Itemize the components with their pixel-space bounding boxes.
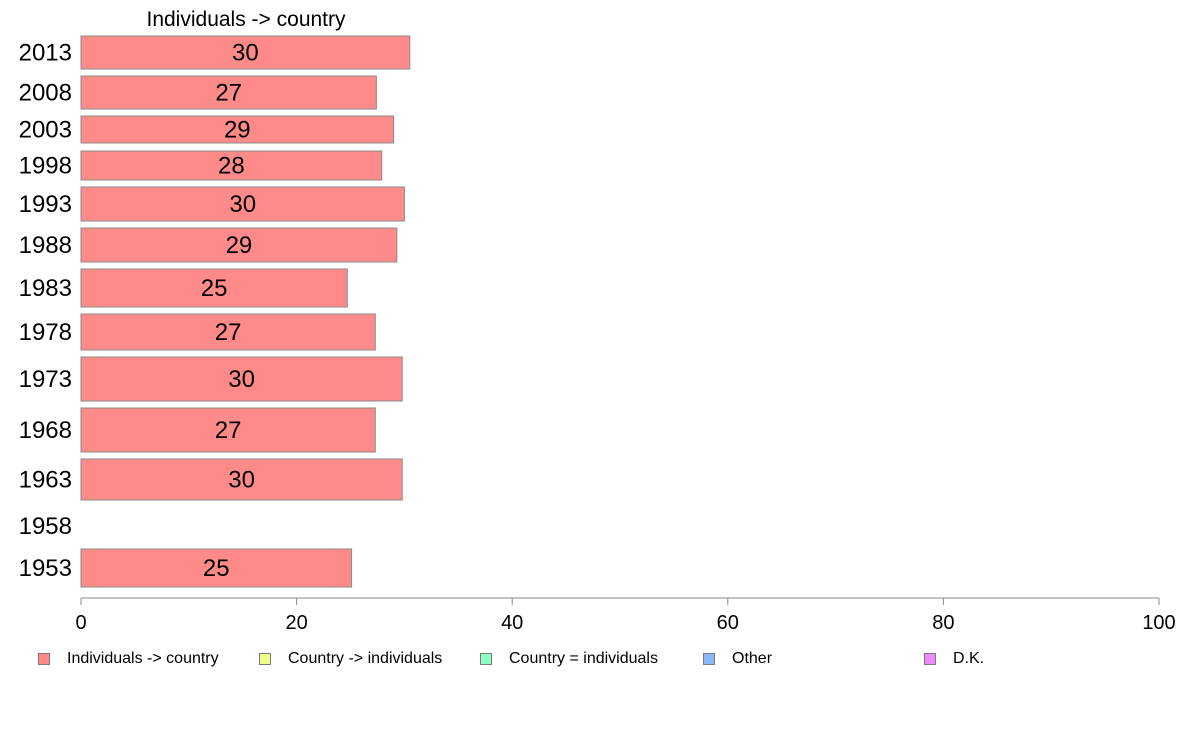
y-tick-label: 1973 — [19, 366, 72, 393]
y-tick-label: 1953 — [19, 555, 72, 582]
chart-title: Individuals -> country — [146, 8, 346, 31]
bar-individuals-country — [80, 407, 376, 453]
bar-value-label: 30 — [232, 40, 259, 67]
legend-swatch — [38, 653, 50, 665]
bars-group: 30 27 29 28 30 29 25 27 30 27 30 25 — [80, 35, 411, 588]
x-tick-label: 60 — [717, 612, 739, 634]
legend-item: Country = individuals — [480, 650, 658, 668]
bar-individuals-country — [80, 115, 395, 144]
x-tick-label: 100 — [1142, 612, 1175, 634]
y-tick-label: 1963 — [19, 467, 72, 494]
bar-value-label: 30 — [229, 191, 256, 218]
legend-swatch — [480, 653, 492, 665]
bar-individuals-country — [80, 150, 383, 181]
bar-value-label: 25 — [201, 275, 228, 302]
y-tick-label: 2013 — [19, 40, 72, 67]
y-tick-label: 1958 — [19, 513, 72, 540]
bar-value-label: 27 — [215, 80, 242, 107]
y-tick-label: 1993 — [19, 191, 72, 218]
bar-chart: Individuals -> country 30272928302925273… — [19, 8, 1176, 634]
bar-individuals-country — [80, 75, 377, 110]
legend-swatch — [703, 653, 715, 665]
legend: Individuals -> country Country -> individ… — [38, 650, 1178, 674]
legend-item: D.K. — [924, 650, 984, 668]
bar-value-label: 27 — [215, 417, 242, 444]
y-tick-label: 1988 — [19, 232, 72, 259]
bar-value-label: 27 — [215, 319, 242, 346]
x-tick-label: 80 — [932, 612, 954, 634]
legend-item: Other — [703, 650, 772, 668]
bar-individuals-country — [80, 548, 353, 588]
y-tick-label: 2008 — [19, 80, 72, 107]
x-tick-label: 40 — [501, 612, 523, 634]
legend-label: Other — [732, 650, 773, 667]
bar-individuals-country — [80, 35, 411, 70]
bar-value-label: 30 — [228, 366, 255, 393]
y-axis-labels: 2013 2008 2003 1998 1993 1988 1983 1978 1973 1968… — [19, 40, 72, 583]
legend-item: Country -> individuals — [259, 650, 442, 668]
bar-individuals-country — [80, 227, 398, 263]
bar-value-label: 28 — [218, 153, 245, 180]
bar-value-label: 25 — [203, 555, 230, 582]
bar-individuals-country — [80, 356, 403, 402]
bar-individuals-country — [80, 458, 403, 501]
legend-label: Country = individuals — [509, 650, 658, 667]
legend-swatch — [259, 653, 271, 665]
legend-item: Individuals -> country — [38, 650, 219, 668]
bar-value-label: 30 — [228, 467, 255, 494]
bar-individuals-country — [80, 186, 405, 222]
legend-label: Individuals -> country — [67, 650, 219, 667]
x-tick-label: 0 — [75, 612, 86, 634]
y-tick-label: 1978 — [19, 319, 72, 346]
bar-value-label: 29 — [226, 232, 253, 259]
y-tick-label: 1968 — [19, 417, 72, 444]
legend-label: Country -> individuals — [288, 650, 443, 667]
y-tick-label: 2003 — [19, 117, 72, 144]
legend-swatch — [924, 653, 936, 665]
x-tick-label: 20 — [285, 612, 307, 634]
bar-individuals-country — [80, 268, 348, 308]
y-tick-label: 1998 — [19, 153, 72, 180]
bar-value-label: 29 — [224, 117, 251, 144]
bar-individuals-country — [80, 313, 376, 351]
x-axis: 0 20 40 60 80 100 — [75, 597, 1176, 634]
legend-label: D.K. — [953, 650, 985, 667]
y-tick-label: 1983 — [19, 275, 72, 302]
